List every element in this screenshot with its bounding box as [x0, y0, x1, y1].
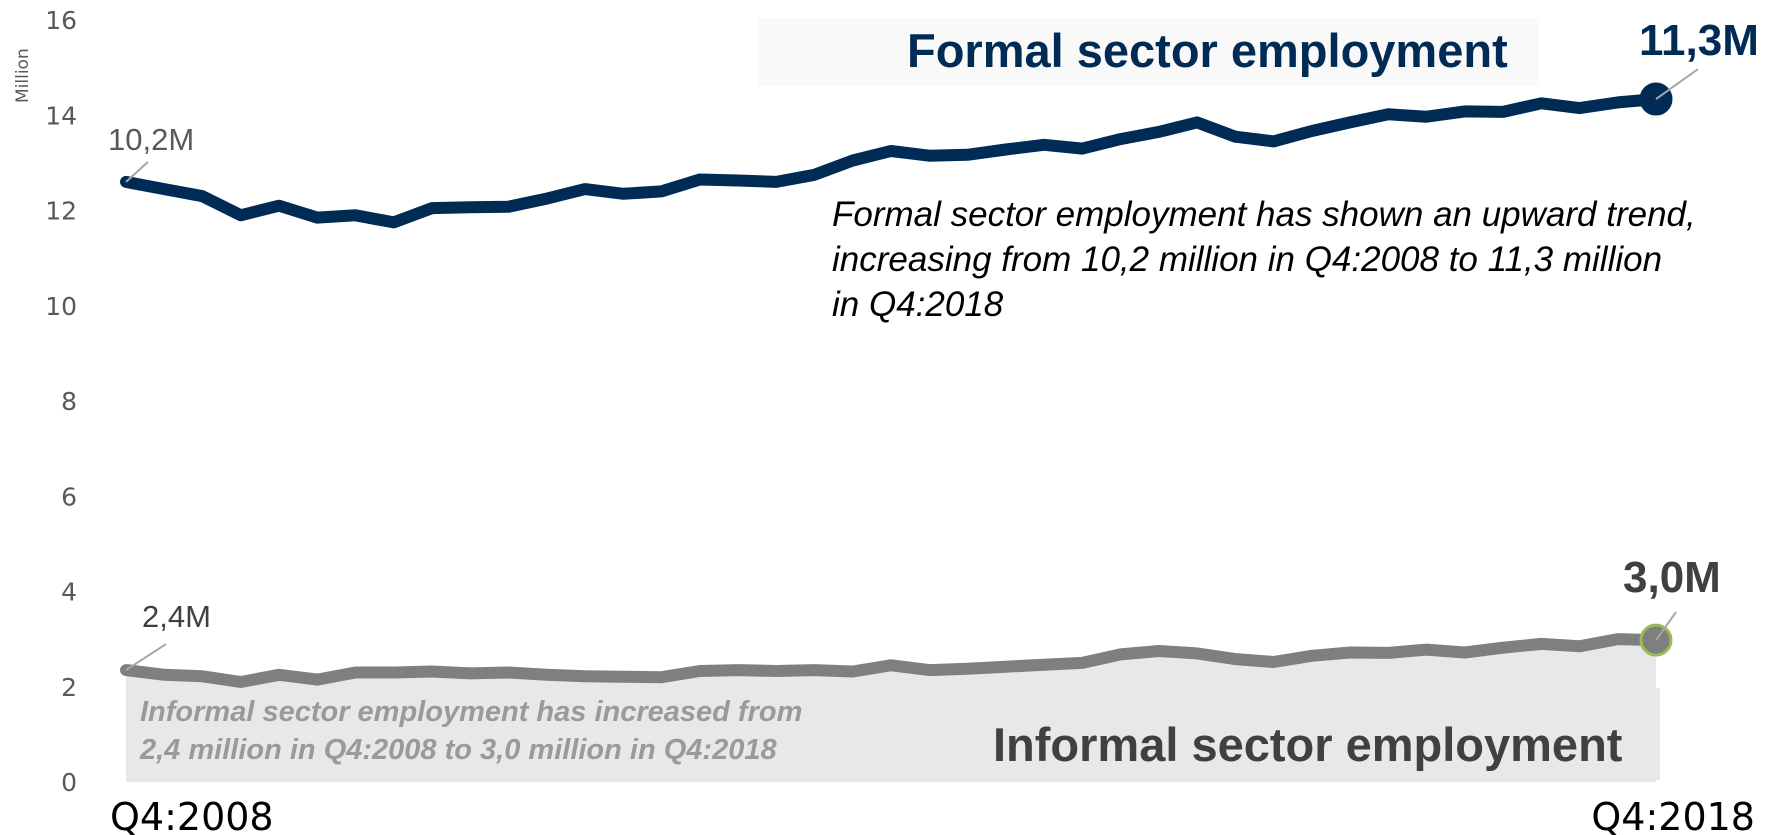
- formal-series-title: Formal sector employment: [907, 24, 1508, 77]
- y-tick-label-16: 16: [45, 6, 77, 35]
- formal-note-line-3: in Q4:2018: [832, 285, 1004, 324]
- formal-start-leader: [125, 161, 149, 183]
- informal-start-label: 2,4M: [142, 599, 211, 634]
- y-tick-label-14: 14: [45, 101, 77, 130]
- y-tick-label-0: 0: [61, 768, 77, 797]
- y-tick-label-10: 10: [45, 292, 77, 321]
- callout-layer: 10,2M 11,3M 2,4M 3,0M: [108, 16, 1759, 671]
- informal-series-line: [120, 633, 1662, 688]
- formal-end-leader: [1655, 68, 1699, 100]
- x-tick-end: Q4:2018: [1591, 795, 1755, 835]
- formal-series-line: [120, 93, 1662, 229]
- y-axis-unit-label: Million: [13, 48, 33, 103]
- y-tick-label-12: 12: [45, 197, 77, 226]
- informal-end-leader: [1655, 611, 1677, 641]
- y-tick-label-8: 8: [61, 387, 77, 416]
- informal-end-label: 3,0M: [1623, 553, 1721, 602]
- formal-end-label: 11,3M: [1639, 16, 1759, 65]
- formal-start-label: 10,2M: [108, 122, 194, 157]
- formal-title-backdrop: [758, 18, 1539, 86]
- informal-note-line-2: 2,4 million in Q4:2008 to 3,0 million in…: [139, 734, 777, 766]
- formal-note-line-2: increasing from 10,2 million in Q4:2008 …: [832, 240, 1662, 279]
- y-axis: 0 2 4 6 8 10 12 14 16: [45, 6, 77, 797]
- series-layer: [120, 82, 1673, 688]
- y-tick-label-2: 2: [61, 673, 77, 702]
- informal-title-backdrop: [925, 688, 1660, 780]
- formal-note-line-1: Formal sector employment has shown an up…: [832, 195, 1696, 234]
- y-tick-label-4: 4: [61, 578, 77, 607]
- y-tick-label-6: 6: [61, 482, 77, 511]
- informal-note-line-1: Informal sector employment has increased…: [140, 696, 802, 728]
- informal-start-leader: [125, 643, 167, 671]
- informal-series-title: Informal sector employment: [993, 718, 1623, 771]
- x-tick-start: Q4:2008: [110, 795, 274, 835]
